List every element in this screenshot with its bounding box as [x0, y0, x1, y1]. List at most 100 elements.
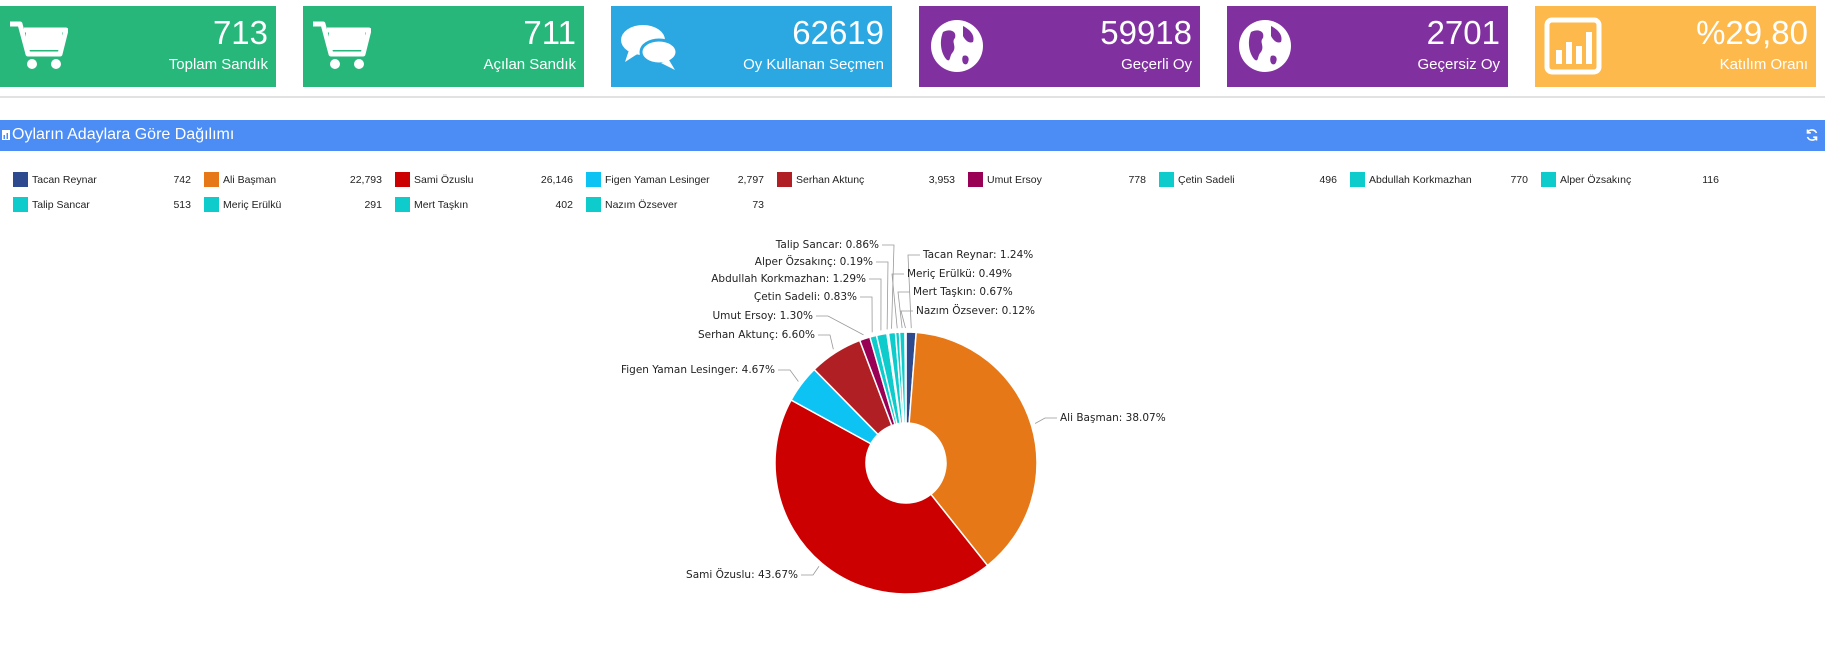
- stat-label: Geçerli Oy: [1121, 56, 1192, 73]
- panel-header: Oyların Adaylara Göre Dağılımı: [0, 120, 1825, 151]
- stat-label: Açılan Sandık: [483, 56, 576, 73]
- slice-label: Sami Özuslu: 43.67%: [686, 568, 798, 581]
- legend-value: 402: [555, 199, 573, 211]
- legend-value: 770: [1510, 174, 1528, 186]
- legend-swatch: [586, 197, 601, 212]
- pie-slice[interactable]: [774, 399, 989, 595]
- slice-label: Umut Ersoy: 1.30%: [712, 310, 813, 322]
- legend-label: Tacan Reynar: [32, 174, 97, 186]
- legend-swatch: [1541, 172, 1556, 187]
- slice-label: Tacan Reynar: 1.24%: [922, 249, 1033, 261]
- legend-label: Çetin Sadeli: [1178, 174, 1235, 186]
- legend-item[interactable]: Serhan Aktunç 3,953: [764, 170, 955, 188]
- label-connector: [876, 261, 889, 330]
- label-connector: [869, 278, 882, 331]
- legend-swatch: [395, 197, 410, 212]
- legend-item[interactable]: Mert Taşkın 402: [382, 195, 573, 213]
- divider: [0, 96, 1825, 98]
- label-connector: [778, 369, 799, 382]
- shopping-cart-icon: [10, 21, 68, 69]
- legend-value: 2,797: [737, 174, 764, 186]
- legend-label: Alper Özsakınç: [1560, 174, 1632, 186]
- legend-label: Ali Başman: [223, 174, 277, 186]
- label-connector: [900, 310, 913, 329]
- legend-item[interactable]: Çetin Sadeli 496: [1146, 170, 1337, 188]
- legend-swatch: [13, 172, 28, 187]
- legend-value: 496: [1319, 174, 1337, 186]
- legend-item[interactable]: Meriç Erülkü 291: [191, 195, 382, 213]
- pie-slice[interactable]: [908, 331, 1038, 567]
- label-connector: [1034, 417, 1057, 424]
- legend-label: Serhan Aktunç: [796, 174, 865, 186]
- label-connector: [897, 291, 910, 329]
- chart-icon: [2, 130, 10, 140]
- legend-swatch: [204, 172, 219, 187]
- legend-item[interactable]: Figen Yaman Lesinger 2,797: [573, 170, 764, 188]
- slice-label: Ali Başman: 38.07%: [1060, 412, 1166, 424]
- legend-item[interactable]: Talip Sancar 513: [0, 195, 191, 213]
- slice-label: Alper Özsakınç: 0.19%: [755, 255, 873, 268]
- legend-item[interactable]: Tacan Reynar 742: [0, 170, 191, 188]
- stat-card-valid-votes: 59918 Geçerli Oy: [919, 6, 1200, 87]
- legend-value: 22,793: [349, 174, 382, 186]
- legend-item[interactable]: Umut Ersoy 778: [955, 170, 1146, 188]
- stat-value: 59918: [1100, 14, 1192, 51]
- stat-label: Geçersiz Oy: [1417, 56, 1500, 73]
- legend-label: Mert Taşkın: [414, 199, 469, 211]
- legend-item[interactable]: Abdullah Korkmazhan 770: [1337, 170, 1528, 188]
- stat-card-opened-boxes: 711 Açılan Sandık: [303, 6, 584, 87]
- refresh-icon[interactable]: [1805, 128, 1819, 142]
- legend-label: Sami Özuslu: [414, 174, 474, 186]
- legend-item[interactable]: Alper Özsakınç 116: [1528, 170, 1719, 188]
- label-connector: [816, 315, 864, 336]
- legend-swatch: [1159, 172, 1174, 187]
- legend-item[interactable]: Sami Özuslu 26,146: [382, 170, 573, 188]
- chat-bubbles-icon: [621, 25, 679, 70]
- stat-value: 713: [212, 14, 268, 51]
- legend-label: Talip Sancar: [32, 199, 90, 211]
- stat-value: %29,80: [1696, 14, 1808, 51]
- legend-value: 116: [1702, 174, 1719, 186]
- legend-value: 513: [173, 199, 191, 211]
- stat-value: 711: [523, 14, 576, 51]
- label-connector: [882, 244, 895, 329]
- legend-item[interactable]: Ali Başman 22,793: [191, 170, 382, 188]
- legend-swatch: [586, 172, 601, 187]
- label-connector: [818, 334, 834, 350]
- legend-swatch: [1350, 172, 1365, 187]
- slice-label: Talip Sancar: 0.86%: [775, 239, 879, 251]
- stat-label: Toplam Sandık: [168, 56, 268, 73]
- legend-value: 778: [1128, 174, 1146, 186]
- globe-icon: [1239, 20, 1291, 72]
- panel-title: Oyların Adaylara Göre Dağılımı: [12, 126, 235, 143]
- legend-value: 291: [364, 199, 382, 211]
- legend-value: 742: [173, 174, 191, 186]
- legend-value: 26,146: [540, 174, 573, 186]
- label-connector: [801, 566, 820, 576]
- slice-label: Çetin Sadeli: 0.83%: [754, 291, 857, 303]
- legend-swatch: [395, 172, 410, 187]
- pie-slice[interactable]: [904, 331, 907, 424]
- slice-label: Figen Yaman Lesinger: 4.67%: [621, 364, 775, 376]
- shopping-cart-icon: [313, 21, 371, 69]
- label-connector: [860, 296, 873, 333]
- legend-label: Nazım Özsever: [605, 199, 678, 211]
- legend-item[interactable]: Nazım Özsever 73: [573, 195, 764, 213]
- legend-swatch: [13, 197, 28, 212]
- stat-cards: 713 Toplam Sandık 711 Açılan Sandık 6261…: [0, 6, 1825, 87]
- slice-label: Serhan Aktunç: 6.60%: [698, 329, 815, 341]
- legend-swatch: [777, 172, 792, 187]
- stat-card-total-boxes: 713 Toplam Sandık: [0, 6, 276, 87]
- legend-label: Meriç Erülkü: [223, 199, 282, 211]
- stat-label: Oy Kullanan Seçmen: [743, 56, 884, 73]
- stat-label: Katılım Oranı: [1719, 56, 1808, 73]
- legend-value: 3,953: [928, 174, 955, 186]
- legend-swatch: [968, 172, 983, 187]
- slice-label: Abdullah Korkmazhan: 1.29%: [711, 273, 866, 285]
- legend-label: Umut Ersoy: [987, 174, 1042, 186]
- slice-label: Nazım Özsever: 0.12%: [916, 304, 1035, 317]
- legend-value: 73: [752, 199, 764, 211]
- slice-label: Mert Taşkın: 0.67%: [913, 286, 1013, 298]
- stat-card-turnout: %29,80 Katılım Oranı: [1535, 6, 1816, 87]
